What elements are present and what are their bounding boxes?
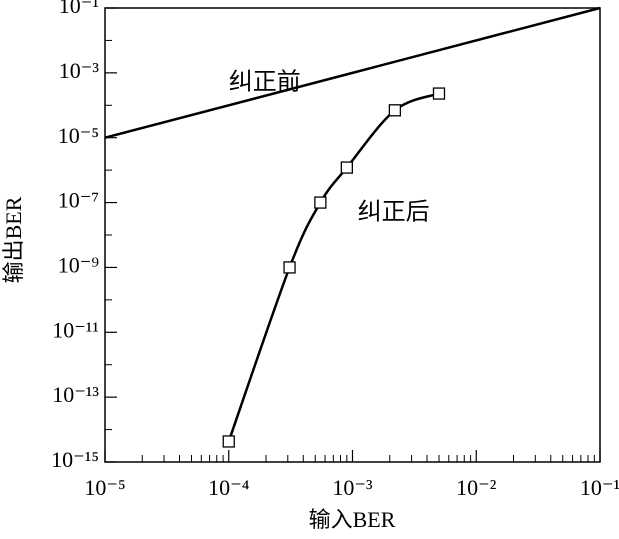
y-tick-label: 10⁻¹¹ [52,317,99,342]
series-line [104,6,601,139]
plot-frame [104,7,601,463]
y-axis-label: 输出BER [1,196,26,283]
x-tick-label: 10⁻² [456,475,497,500]
y-tick-label: 10⁻¹ [59,0,99,18]
y-tick-label: 10⁻⁵ [58,123,99,148]
y-tick-label: 10⁻¹³ [52,382,99,407]
annotation: 纠正前 [229,68,301,96]
annotation: 纠正后 [358,197,430,225]
data-point [314,196,327,209]
y-tick-label: 10⁻¹⁵ [51,447,99,472]
x-tick-label: 10⁻¹ [580,475,619,500]
y-tick-label: 10⁻⁷ [58,188,99,213]
data-point [388,104,402,117]
series-line [227,92,440,442]
data-point [432,87,446,100]
x-tick-label: 10⁻⁵ [84,475,125,500]
y-tick-label: 10⁻³ [59,58,100,83]
x-tick-label: 10⁻³ [332,475,373,500]
data-point [340,161,353,174]
x-axis-label: 输入BER [309,507,396,532]
data-point [222,435,235,448]
y-tick-label: 10⁻⁹ [58,252,100,277]
data-point [283,261,296,274]
x-tick-label: 10⁻⁴ [208,475,250,500]
